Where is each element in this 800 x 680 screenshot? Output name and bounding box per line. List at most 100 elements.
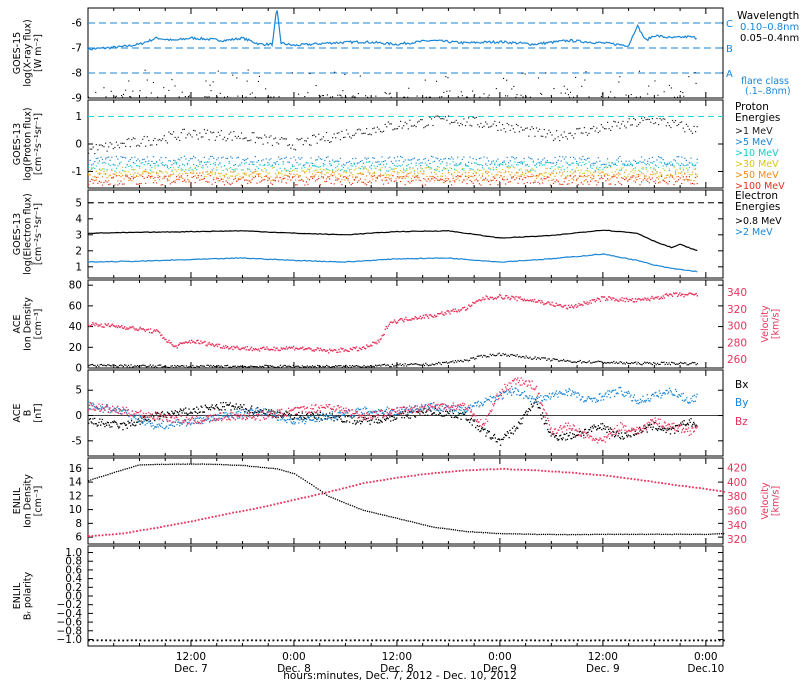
proton-series-6-point (230, 183, 232, 186)
series-ace-density-point (229, 366, 231, 368)
proton-series-2-point (678, 156, 680, 158)
proton-series-4-point (684, 172, 686, 174)
proton-series-2-point (469, 156, 471, 158)
proton-series-2-point (282, 161, 284, 163)
series-ace-density-point (434, 364, 436, 366)
series-ace-density-point (377, 364, 379, 366)
short-xray-point (521, 72, 523, 74)
series-bx-point (371, 419, 373, 421)
proton-series-1-point (105, 142, 107, 144)
series-bx-point (296, 413, 298, 415)
proton-series-1-point (183, 128, 185, 130)
proton-series-4-point (449, 167, 451, 169)
series-ace-velocity-point (410, 319, 412, 321)
proton-series-6-point (505, 183, 507, 185)
series-bx-point (505, 434, 507, 437)
proton-series-6-point (444, 180, 446, 182)
short-xray-point (232, 74, 234, 76)
proton-series-1-point (182, 128, 184, 131)
series-bx-point (651, 428, 654, 431)
series-bx-point (386, 417, 388, 419)
series-by-point (152, 424, 154, 427)
proton-series-4-point (171, 171, 173, 173)
series-bx-point (573, 433, 575, 436)
proton-series-2-point (517, 161, 519, 164)
series-ace-density-point (170, 365, 172, 367)
proton-series-5-point (268, 178, 270, 180)
series-ace-velocity-point (560, 305, 562, 307)
y-tick-label: 1 (75, 261, 82, 273)
short-xray-point (110, 90, 112, 92)
proton-series-3-point (597, 168, 599, 170)
proton-series-3-point (691, 163, 694, 165)
proton-series-2-point (168, 160, 170, 162)
proton-series-1-point (647, 118, 649, 120)
series-ace-velocity-point (130, 327, 132, 329)
series-ace-density-point (111, 365, 113, 367)
series-by-point (116, 406, 118, 409)
series-bx-point (135, 424, 137, 426)
series-bx-point (608, 428, 610, 430)
proton-series-6-point (488, 180, 490, 182)
proton-series-5-point (245, 174, 247, 176)
proton-series-2-point (213, 157, 215, 159)
proton-series-1-point (335, 137, 337, 139)
legend-note: flare class (741, 76, 789, 87)
proton-series-2-point (228, 161, 230, 163)
proton-series-5-point (237, 177, 239, 180)
series-bx-point (658, 425, 660, 428)
proton-series-3-point (451, 168, 453, 170)
proton-series-5-point (619, 173, 621, 175)
series-by-point (257, 412, 260, 414)
series-ace-density-point (310, 366, 312, 368)
series-bx-point (445, 410, 447, 412)
series-ace-velocity-point (97, 325, 99, 327)
series-bx-point (100, 424, 102, 426)
series-ace-velocity-point (95, 322, 97, 324)
proton-series-4-point (149, 173, 151, 175)
proton-series-4-point (590, 172, 592, 174)
series-bx-point (467, 419, 469, 421)
series-ace-velocity-point (662, 295, 664, 297)
series-by-point (198, 417, 200, 419)
series-ace-velocity-point (250, 346, 253, 348)
series-bx-point (561, 439, 563, 441)
proton-series-1-point (409, 119, 411, 121)
short-xray-point (150, 92, 152, 94)
series-bx-point (696, 425, 698, 427)
series-bx-point (562, 437, 564, 439)
proton-series-2-point (648, 157, 650, 160)
series-bx-point (178, 413, 180, 415)
proton-series-6-point (131, 175, 133, 178)
series-by-point (206, 416, 208, 418)
series-ace-velocity-point (528, 299, 531, 302)
proton-series-1-point (180, 132, 182, 134)
series-ace-velocity-point (337, 351, 339, 353)
short-xray-point (601, 93, 603, 95)
series-ace-velocity-point (562, 306, 565, 308)
series-by-point (212, 416, 214, 418)
proton-series-6-point (250, 182, 252, 184)
proton-series-5-point (367, 171, 369, 173)
proton-series-2-point (509, 160, 511, 162)
proton-series-4-point (142, 171, 144, 173)
series-bx-point (182, 410, 184, 412)
proton-series-5-point (576, 180, 578, 182)
short-xray-point (447, 77, 449, 79)
proton-series-4-point (693, 168, 695, 170)
proton-series-6-point (171, 181, 173, 183)
proton-series-6-point (446, 180, 448, 182)
series-ace-velocity-point (683, 296, 685, 298)
series-ace-velocity-point (495, 298, 498, 300)
series-ace-velocity-point (554, 305, 556, 307)
proton-series-4-point (644, 176, 646, 178)
short-xray-point (407, 96, 409, 98)
proton-series-2-point (362, 162, 365, 164)
series-by-point (201, 417, 203, 420)
proton-series-6-point (296, 184, 298, 186)
proton-series-2-point (506, 156, 508, 159)
series-ace-velocity-point (422, 314, 425, 317)
short-xray-point (446, 90, 448, 92)
proton-series-4-point (489, 167, 491, 169)
series-ace-density-point (91, 363, 94, 366)
